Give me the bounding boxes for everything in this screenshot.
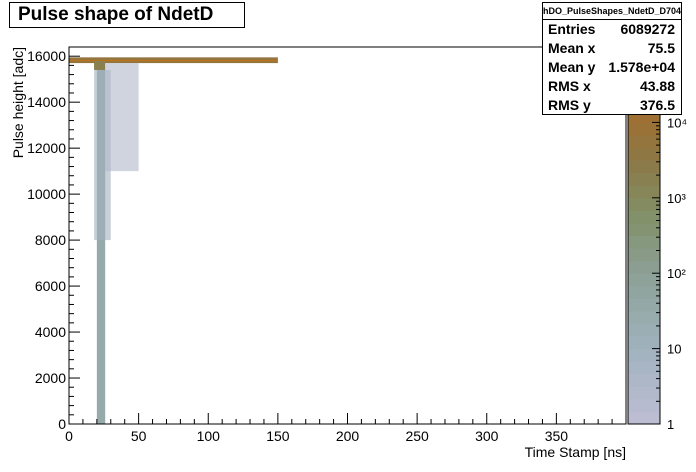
stats-row-rms-x: RMS x 43.88 <box>543 77 681 96</box>
palette-band <box>628 248 660 262</box>
x-tick-label: 250 <box>405 428 429 444</box>
y-tick-label: 2000 <box>35 370 66 386</box>
palette-band <box>628 386 660 400</box>
data-cell-3 <box>96 69 106 425</box>
palette-band <box>628 235 660 249</box>
palette-band <box>628 122 660 136</box>
y-tick-label: 14000 <box>27 94 66 110</box>
z-tick-label: 10⁴ <box>667 115 687 130</box>
palette-band <box>628 147 660 161</box>
palette-band <box>628 160 660 174</box>
stats-label: RMS y <box>548 97 591 113</box>
stats-label: Mean x <box>548 40 596 56</box>
x-tick-label: 150 <box>266 428 290 444</box>
stats-row-rms-y: RMS y 376.5 <box>543 96 681 115</box>
stats-histogram-name: hDO_PulseShapes_NdetD_D704 <box>543 3 681 20</box>
y-tick-label: 6000 <box>35 278 66 294</box>
stats-value: 376.5 <box>639 97 675 113</box>
z-tick-label: 10 <box>667 342 681 357</box>
y-tick-label: 0 <box>58 416 66 432</box>
stats-value: 1.578e+04 <box>608 59 675 75</box>
palette-band <box>628 398 660 412</box>
z-tick-label: 10³ <box>667 191 686 206</box>
x-tick-label: 100 <box>197 428 221 444</box>
palette-band <box>628 185 660 199</box>
palette-band <box>628 310 660 324</box>
y-tick-label: 4000 <box>35 324 66 340</box>
x-axis-label: Time Stamp [ns] <box>525 444 626 460</box>
data-cell-1 <box>69 59 278 62</box>
stats-row-entries: Entries 6089272 <box>543 20 681 39</box>
stats-box: hDO_PulseShapes_NdetD_D704 Entries 60892… <box>542 2 682 115</box>
x-tick-label: 50 <box>131 428 147 444</box>
stats-label: RMS x <box>548 78 591 94</box>
palette-band <box>628 411 660 425</box>
x-tick-label: 0 <box>65 428 73 444</box>
palette-band <box>628 323 660 337</box>
palette-band <box>628 336 660 350</box>
x-tick-label: 300 <box>475 428 499 444</box>
palette-band <box>628 373 660 387</box>
palette-band <box>628 348 660 362</box>
y-tick-label: 12000 <box>27 140 66 156</box>
stats-value: 6089272 <box>620 21 675 37</box>
stats-label: Entries <box>548 21 596 37</box>
palette-band <box>628 361 660 375</box>
palette-band <box>628 210 660 224</box>
palette-band <box>628 134 660 149</box>
palette-band <box>628 197 660 211</box>
palette-band <box>628 222 660 236</box>
y-tick-label: 16000 <box>27 48 66 64</box>
z-tick-label: 1 <box>667 417 674 432</box>
data-cell-5 <box>105 63 139 172</box>
palette-band <box>628 285 660 299</box>
stats-row-mean-x: Mean x 75.5 <box>543 39 681 58</box>
y-axis-label: Pulse height [adc] <box>10 47 26 158</box>
palette-band <box>628 273 660 287</box>
stats-value: 43.88 <box>639 78 675 94</box>
palette-band <box>628 298 660 312</box>
y-tick-label: 10000 <box>27 186 66 202</box>
palette-band <box>628 260 660 274</box>
palette-band <box>628 172 660 186</box>
y-tick-label: 8000 <box>35 232 66 248</box>
x-tick-label: 200 <box>336 428 360 444</box>
x-tick-label: 350 <box>545 428 569 444</box>
chart-title: Pulse shape of NdetD <box>9 2 245 28</box>
stats-row-mean-y: Mean y 1.578e+04 <box>543 58 681 77</box>
stats-value: 75.5 <box>647 40 675 56</box>
stats-label: Mean y <box>548 59 596 75</box>
data-cell-2 <box>94 60 106 70</box>
z-tick-label: 10² <box>667 266 686 281</box>
